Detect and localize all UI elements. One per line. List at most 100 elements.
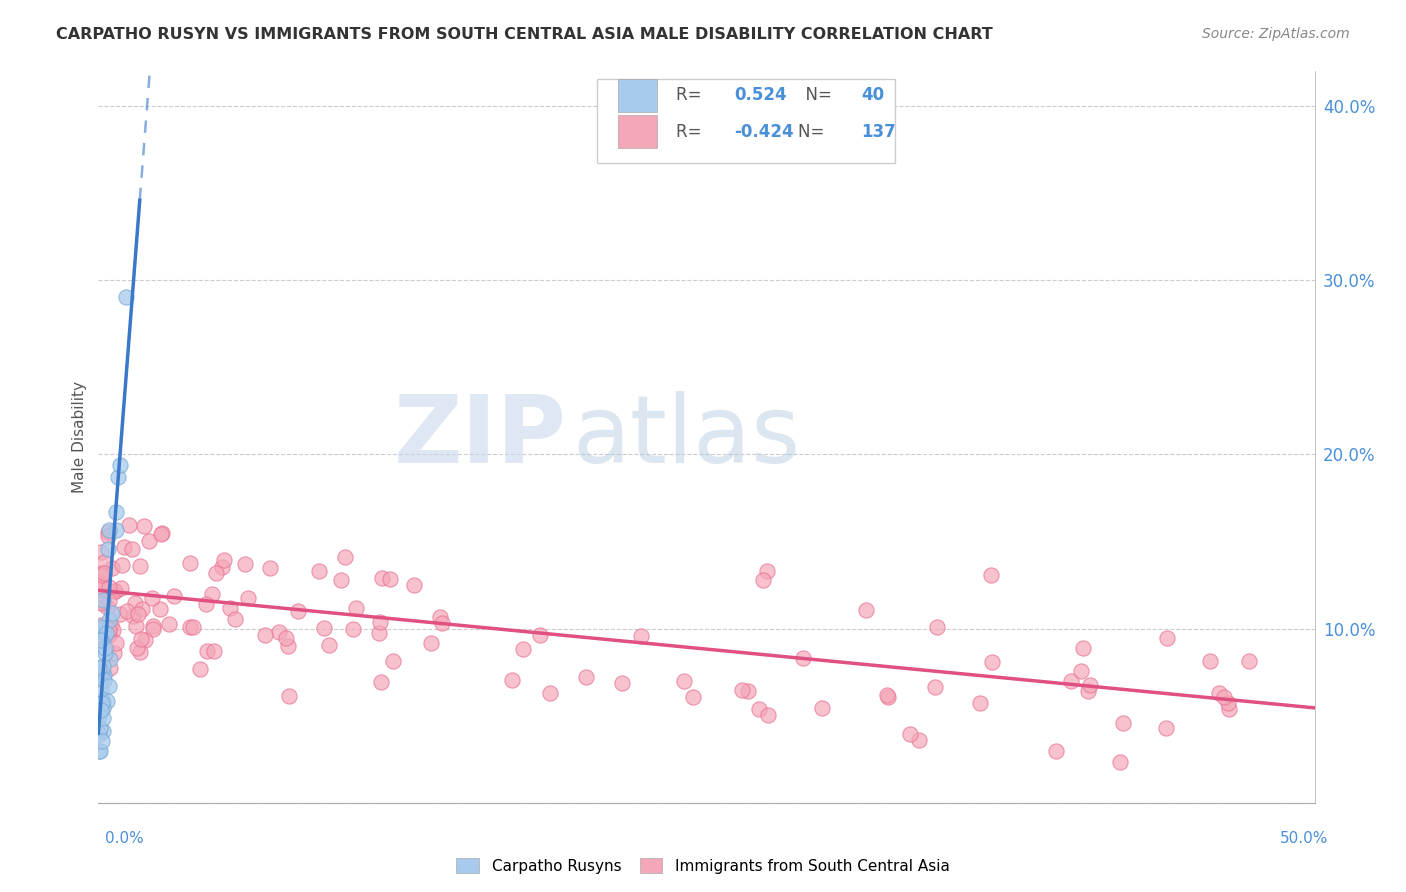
Point — [87, 727, 110, 741]
Point — [93, 694, 115, 708]
Point — [93, 630, 115, 644]
Point — [212, 553, 235, 567]
Point — [1198, 655, 1220, 669]
Point — [97, 529, 120, 543]
Point — [131, 602, 153, 616]
Text: 137: 137 — [860, 123, 896, 141]
Point — [150, 527, 173, 541]
Point — [90, 630, 112, 644]
Point — [402, 578, 425, 592]
Point — [501, 673, 523, 688]
Point — [205, 566, 228, 581]
Point — [378, 572, 401, 586]
Point — [90, 595, 112, 609]
Point — [612, 676, 634, 690]
Point — [211, 560, 233, 574]
Point — [141, 591, 163, 605]
Point — [342, 622, 364, 636]
Text: N=: N= — [797, 123, 830, 141]
Point — [93, 667, 115, 681]
Point — [127, 640, 149, 655]
Point — [90, 597, 112, 611]
Point — [1070, 664, 1092, 678]
Point — [748, 702, 770, 716]
Point — [98, 580, 121, 594]
Point — [368, 615, 391, 629]
Point — [90, 566, 112, 580]
Point — [100, 618, 122, 632]
Point — [103, 647, 125, 661]
Point — [969, 696, 991, 710]
Text: Source: ZipAtlas.com: Source: ZipAtlas.com — [1202, 27, 1350, 41]
Point — [202, 644, 225, 658]
Point — [756, 708, 779, 723]
Point — [253, 628, 276, 642]
Point — [224, 612, 246, 626]
Point — [110, 458, 132, 472]
Point — [1045, 744, 1067, 758]
Point — [89, 743, 111, 757]
Point — [855, 603, 877, 617]
Point — [1112, 715, 1135, 730]
Point — [194, 597, 217, 611]
Point — [121, 608, 143, 623]
Point — [1060, 674, 1083, 689]
Point — [129, 632, 152, 646]
Point — [138, 533, 160, 548]
Point — [731, 682, 754, 697]
Point — [90, 617, 112, 632]
Point — [97, 623, 120, 637]
Text: 0.0%: 0.0% — [105, 831, 145, 846]
Point — [112, 540, 135, 554]
Point — [1212, 690, 1234, 704]
Point — [432, 615, 454, 630]
Text: R=: R= — [676, 87, 707, 104]
Point — [96, 693, 118, 707]
Point — [93, 624, 115, 639]
Point — [98, 613, 121, 627]
Text: 0.524: 0.524 — [734, 87, 787, 104]
Point — [97, 541, 120, 556]
Point — [90, 579, 112, 593]
Legend: Carpatho Rusyns, Immigrants from South Central Asia: Carpatho Rusyns, Immigrants from South C… — [450, 852, 956, 880]
Point — [876, 688, 898, 702]
Point — [898, 726, 921, 740]
Point — [98, 523, 121, 537]
Point — [368, 626, 391, 640]
Point — [682, 690, 704, 704]
Point — [330, 573, 353, 587]
Point — [1156, 631, 1178, 645]
Point — [90, 633, 112, 648]
Point — [89, 721, 111, 735]
Point — [100, 607, 122, 621]
Point — [142, 622, 165, 636]
Point — [110, 582, 132, 596]
Point — [630, 629, 652, 643]
Text: N=: N= — [796, 87, 838, 104]
Text: ZIP: ZIP — [394, 391, 567, 483]
Point — [1237, 653, 1260, 667]
Point — [93, 673, 115, 687]
Point — [89, 620, 111, 634]
Point — [101, 623, 124, 637]
Point — [142, 619, 165, 633]
Point — [575, 670, 598, 684]
Point — [125, 619, 148, 633]
Point — [121, 541, 143, 556]
Point — [218, 600, 240, 615]
Text: 50.0%: 50.0% — [1281, 831, 1329, 846]
Point — [111, 558, 134, 573]
Text: 40: 40 — [860, 87, 884, 104]
Point — [90, 545, 112, 559]
Point — [233, 558, 256, 572]
Point — [318, 638, 340, 652]
FancyBboxPatch shape — [617, 115, 657, 148]
Point — [91, 724, 114, 739]
Point — [1154, 721, 1177, 735]
Point — [93, 701, 115, 715]
FancyBboxPatch shape — [598, 78, 896, 163]
Point — [924, 680, 946, 694]
Point — [91, 567, 114, 582]
Point — [104, 523, 127, 537]
Point — [118, 517, 141, 532]
